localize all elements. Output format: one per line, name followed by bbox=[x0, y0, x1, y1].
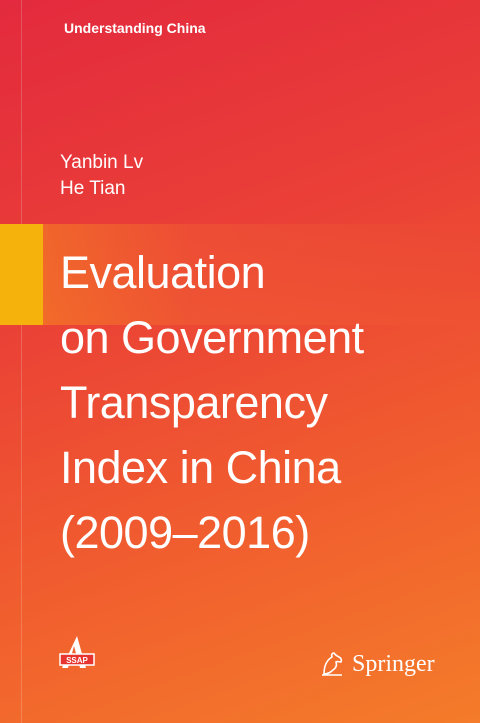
ssap-logo-icon: SSAP bbox=[59, 636, 95, 668]
title-line: Evaluation bbox=[60, 247, 266, 298]
title-line: Index in China bbox=[60, 442, 341, 493]
publisher-logo: Springer bbox=[318, 650, 435, 678]
vertical-rule bbox=[21, 0, 22, 723]
title-line: on Government bbox=[60, 312, 364, 363]
svg-text:SSAP: SSAP bbox=[66, 656, 88, 665]
author-list: Yanbin Lv He Tian bbox=[60, 150, 143, 202]
springer-horse-icon bbox=[322, 652, 343, 676]
accent-band bbox=[0, 224, 480, 325]
publisher-name: Springer bbox=[352, 650, 435, 677]
title-line: Transparency bbox=[60, 377, 328, 428]
book-title: Evaluation on Government Transparency In… bbox=[60, 240, 470, 565]
author-name: Yanbin Lv bbox=[60, 152, 144, 173]
author-name: He Tian bbox=[60, 178, 126, 199]
title-line: (2009–2016) bbox=[60, 507, 310, 558]
series-name: Understanding China bbox=[64, 20, 206, 36]
accent-band-tab bbox=[0, 224, 43, 325]
